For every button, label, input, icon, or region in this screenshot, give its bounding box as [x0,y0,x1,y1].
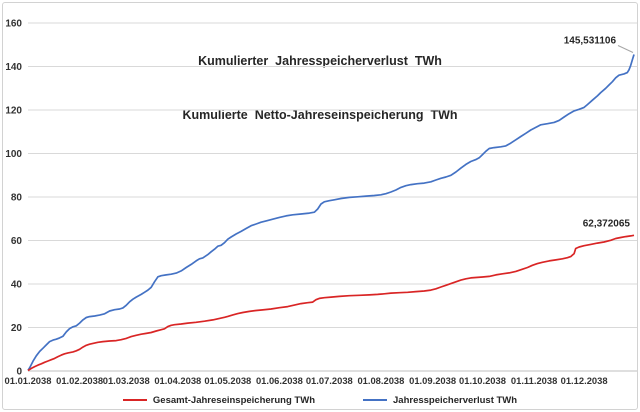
y-tick-label: 140 [5,62,22,73]
y-tick-label: 80 [11,193,23,204]
x-tick-label: 01.03.2038 [103,375,150,386]
y-tick-label: 120 [5,106,22,117]
x-tick-label: 01.07.2038 [306,375,353,386]
x-tick-label: 01.05.2038 [204,375,251,386]
legend-item-einspeicherung: Gesamt-Jahreseinspeicherung TWh [122,394,315,406]
x-tick-label: 01.01.2038 [5,375,52,386]
x-tick-label: 01.06.2038 [256,375,303,386]
x-tick-label: 01.08.2038 [357,375,404,386]
legend: Gesamt-Jahreseinspeicherung TWh Jahressp… [0,392,640,408]
chart-title-line1: Kumulierter Jahresspeicherverlust TWh [198,54,442,68]
y-tick-label: 40 [11,280,23,291]
y-tick-label: 60 [11,236,23,247]
end-value-annotation: 62,372065 [583,218,631,229]
y-tick-label: 0 [16,367,22,378]
x-tick-label: 01.10.2038 [459,375,506,386]
annotation-leader-line [617,45,634,53]
chart-title-line2: Kumulierte Netto-Jahreseinspeicherung TW… [182,108,458,122]
legend-label-einspeicherung: Gesamt-Jahreseinspeicherung TWh [152,394,315,406]
blue-line-swatch-icon [363,399,387,401]
y-tick-label: 100 [5,149,22,160]
legend-label-speicherverlust: Jahresspeicherverlust TWh [393,394,518,406]
series-line [27,54,635,371]
x-tick-label: 01.12.2038 [561,375,608,386]
red-line-swatch-icon [122,399,147,401]
x-tick-label: 01.11.2038 [511,375,557,386]
series-line [27,234,635,372]
chart-title: Kumulierter Jahresspeicherverlust TWh Ku… [0,16,640,142]
legend-item-speicherverlust: Jahresspeicherverlust TWh [363,395,517,406]
x-tick-label: 01.09.2038 [409,375,456,386]
x-tick-label: 01.02.2038 [56,375,103,386]
y-tick-label: 160 [5,19,22,30]
y-tick-label: 20 [11,323,23,334]
x-tick-label: 01.04.2038 [154,375,201,386]
end-value-annotation: 145,531106 [564,36,617,47]
